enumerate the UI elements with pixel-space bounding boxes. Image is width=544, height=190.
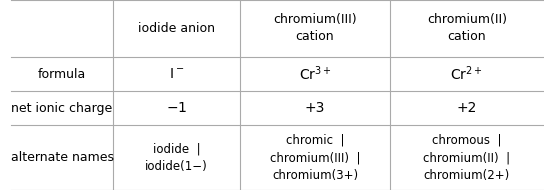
Text: alternate names: alternate names xyxy=(10,151,114,164)
Text: iodide  |
iodide(1−): iodide | iodide(1−) xyxy=(145,142,208,173)
Text: +2: +2 xyxy=(456,101,477,115)
Text: chromous  |
chromium(II)  |
chromium(2+): chromous | chromium(II) | chromium(2+) xyxy=(423,133,510,182)
Text: formula: formula xyxy=(38,68,86,81)
Text: +3: +3 xyxy=(305,101,325,115)
Text: Cr$^{2+}$: Cr$^{2+}$ xyxy=(450,65,483,83)
Text: chromium(III)
cation: chromium(III) cation xyxy=(273,13,357,44)
Text: $-$1: $-$1 xyxy=(166,101,187,115)
Text: I$^-$: I$^-$ xyxy=(169,67,184,81)
Text: chromium(II)
cation: chromium(II) cation xyxy=(427,13,507,44)
Text: Cr$^{3+}$: Cr$^{3+}$ xyxy=(299,65,331,83)
Text: iodide anion: iodide anion xyxy=(138,22,215,35)
Text: net ionic charge: net ionic charge xyxy=(11,102,113,115)
Text: chromic  |
chromium(III)  |
chromium(3+): chromic | chromium(III) | chromium(3+) xyxy=(270,133,360,182)
